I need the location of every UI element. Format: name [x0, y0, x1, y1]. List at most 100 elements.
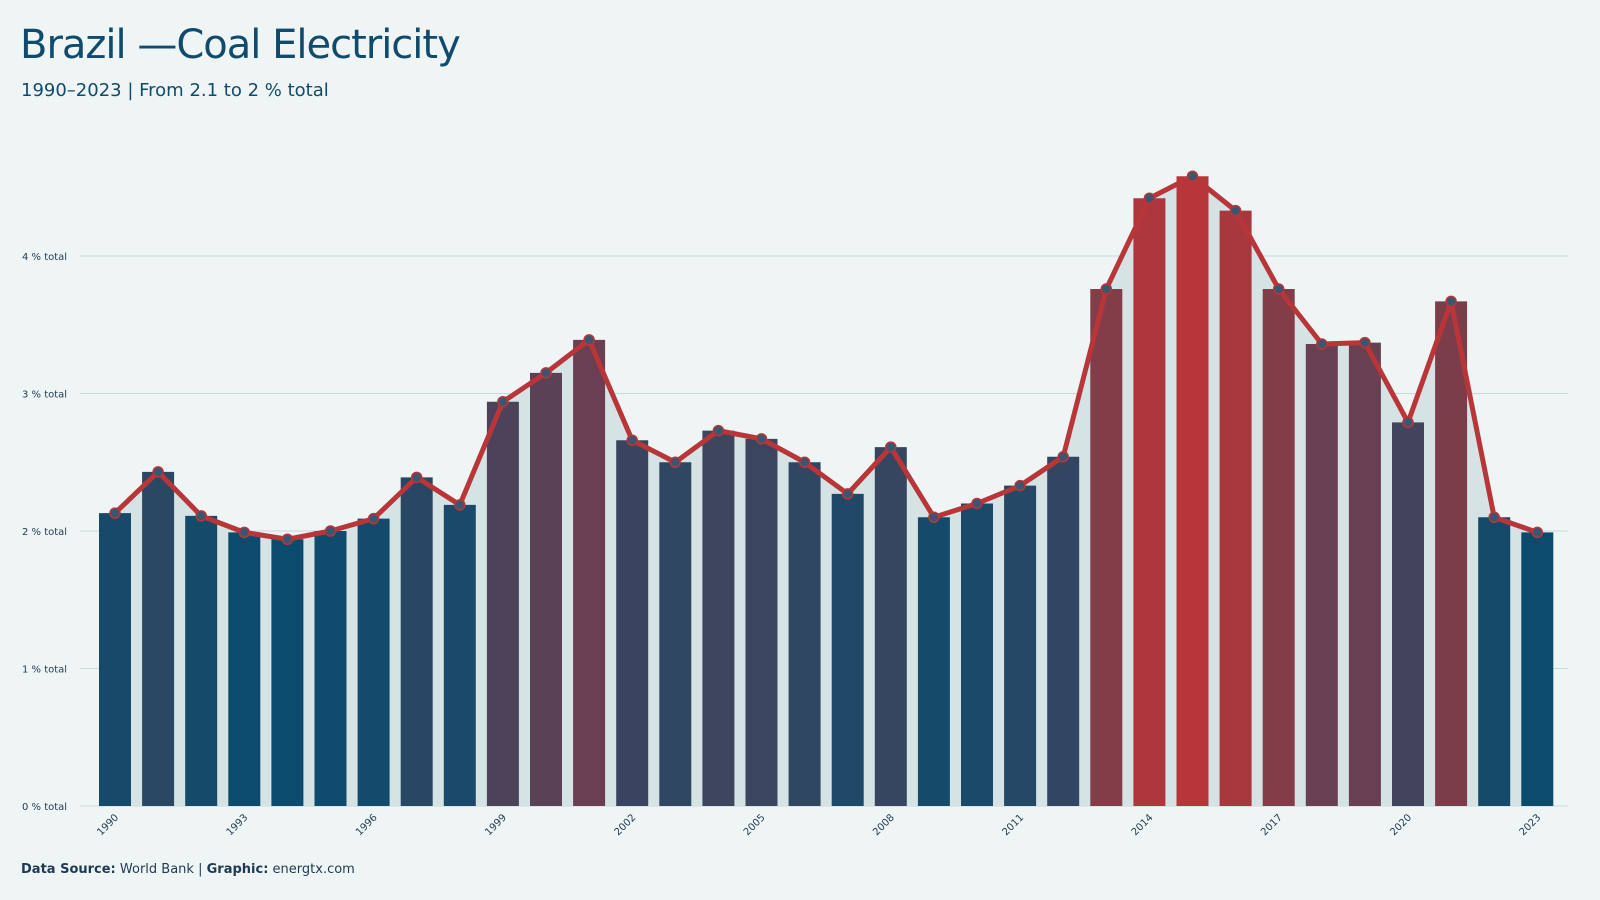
markers: [109, 170, 1544, 545]
point-2016: [1229, 204, 1242, 217]
point-2000: [540, 367, 552, 379]
x-tick-label: 2008: [871, 812, 897, 838]
y-tick-label: 0 % total: [22, 802, 67, 813]
bar-2004: [702, 430, 735, 806]
source-value: World Bank: [119, 862, 194, 877]
point-2003: [669, 456, 682, 468]
bar-2013: [1090, 289, 1123, 806]
graphic-value: energtx.com: [272, 862, 355, 877]
bar-1995: [314, 531, 347, 806]
x-tick-label: 2002: [613, 812, 639, 838]
point-1992: [195, 510, 207, 522]
y-tick-label: 4 % total: [22, 252, 67, 263]
point-2021: [1445, 295, 1457, 308]
footer-source: Data Source: World Bank | Graphic: energ…: [21, 862, 355, 877]
x-tick-label: 1996: [354, 812, 380, 838]
graphic-label: Graphic:: [206, 862, 269, 877]
bar-2014: [1133, 198, 1166, 806]
x-tick-label: 1999: [483, 812, 509, 838]
bar-2019: [1348, 342, 1381, 806]
bar-2010: [961, 503, 993, 806]
bar-2011: [1004, 485, 1037, 806]
chart-subtitle: 1990–2023 | From 2.1 to 2 % total: [21, 80, 329, 101]
point-2006: [798, 456, 811, 468]
bar-1999: [486, 401, 519, 806]
trend-line-path: [112, 173, 1540, 542]
bar-2000: [530, 372, 562, 806]
y-tick-label: 3 % total: [22, 390, 67, 401]
bar-2002: [616, 440, 649, 806]
point-2018: [1316, 338, 1328, 350]
bars: [99, 176, 1554, 806]
bar-2003: [659, 462, 692, 806]
point-2017: [1272, 283, 1285, 295]
source-label: Data Source:: [21, 862, 116, 877]
bar-1996: [357, 518, 390, 806]
point-2010: [971, 497, 983, 510]
chart-title: Brazil —Coal Electricity: [20, 22, 461, 68]
bar-1997: [400, 477, 433, 806]
point-2022: [1488, 511, 1500, 523]
bar-2021: [1435, 301, 1468, 806]
x-tick-label: 2020: [1388, 812, 1414, 838]
x-tick-label: 1993: [225, 812, 251, 838]
bar-2016: [1219, 210, 1252, 806]
point-2005: [755, 433, 768, 445]
bar-2015: [1176, 176, 1209, 806]
point-1994: [281, 533, 294, 545]
point-1997: [410, 471, 423, 484]
x-tick-label: 1990: [95, 812, 121, 838]
point-2014: [1143, 192, 1156, 204]
point-2009: [928, 511, 940, 523]
point-2011: [1014, 479, 1026, 492]
point-2015: [1186, 170, 1199, 182]
bar-1990: [99, 513, 131, 806]
bar-2022: [1478, 517, 1511, 806]
bar-2008: [874, 447, 907, 806]
bar-1998: [443, 504, 476, 806]
point-2013: [1100, 283, 1113, 295]
point-1990: [109, 507, 121, 519]
point-2023: [1531, 526, 1544, 539]
x-tick-label: 2017: [1259, 812, 1285, 838]
point-2007: [841, 488, 854, 500]
y-axis-ticks: 0 % total 1 % total 2 % total 3 % total 4 % …: [22, 252, 67, 813]
point-1998: [454, 499, 466, 511]
point-1993: [238, 526, 251, 539]
bar-1992: [185, 515, 218, 806]
bar-2020: [1392, 422, 1424, 806]
point-2004: [712, 424, 725, 437]
point-1999: [497, 396, 509, 408]
point-2008: [885, 441, 897, 453]
point-2019: [1359, 336, 1371, 349]
point-2020: [1402, 416, 1414, 429]
y-tick-label: 1 % total: [22, 665, 67, 676]
y-tick-label: 2 % total: [22, 527, 67, 538]
bar-2012: [1047, 456, 1080, 806]
bar-2017: [1262, 289, 1295, 806]
bar-1993: [228, 532, 261, 806]
bar-1994: [271, 539, 304, 806]
footer-separator: |: [198, 862, 203, 877]
point-2012: [1057, 451, 1069, 463]
bar-1991: [142, 471, 175, 806]
bar-2001: [573, 339, 606, 806]
point-2001: [583, 334, 595, 346]
x-tick-label: 2023: [1518, 812, 1544, 838]
point-1996: [367, 512, 380, 525]
point-2002: [626, 434, 638, 446]
trend-line: [112, 173, 1540, 542]
point-1991: [152, 466, 164, 478]
x-tick-label: 2011: [1000, 812, 1026, 838]
bar-2009: [917, 517, 950, 806]
x-tick-label: 2014: [1130, 812, 1156, 838]
bar-2007: [831, 493, 864, 806]
x-tick-label: 2005: [742, 812, 768, 838]
point-1995: [324, 525, 337, 537]
x-axis-ticks: 1990 1993 1996 1999 2002 2005 2008 2011 2014 2017…: [95, 812, 1543, 838]
bar-2023: [1521, 532, 1554, 806]
bar-2006: [788, 462, 821, 806]
bar-2018: [1305, 344, 1338, 806]
bar-2005: [745, 438, 778, 806]
